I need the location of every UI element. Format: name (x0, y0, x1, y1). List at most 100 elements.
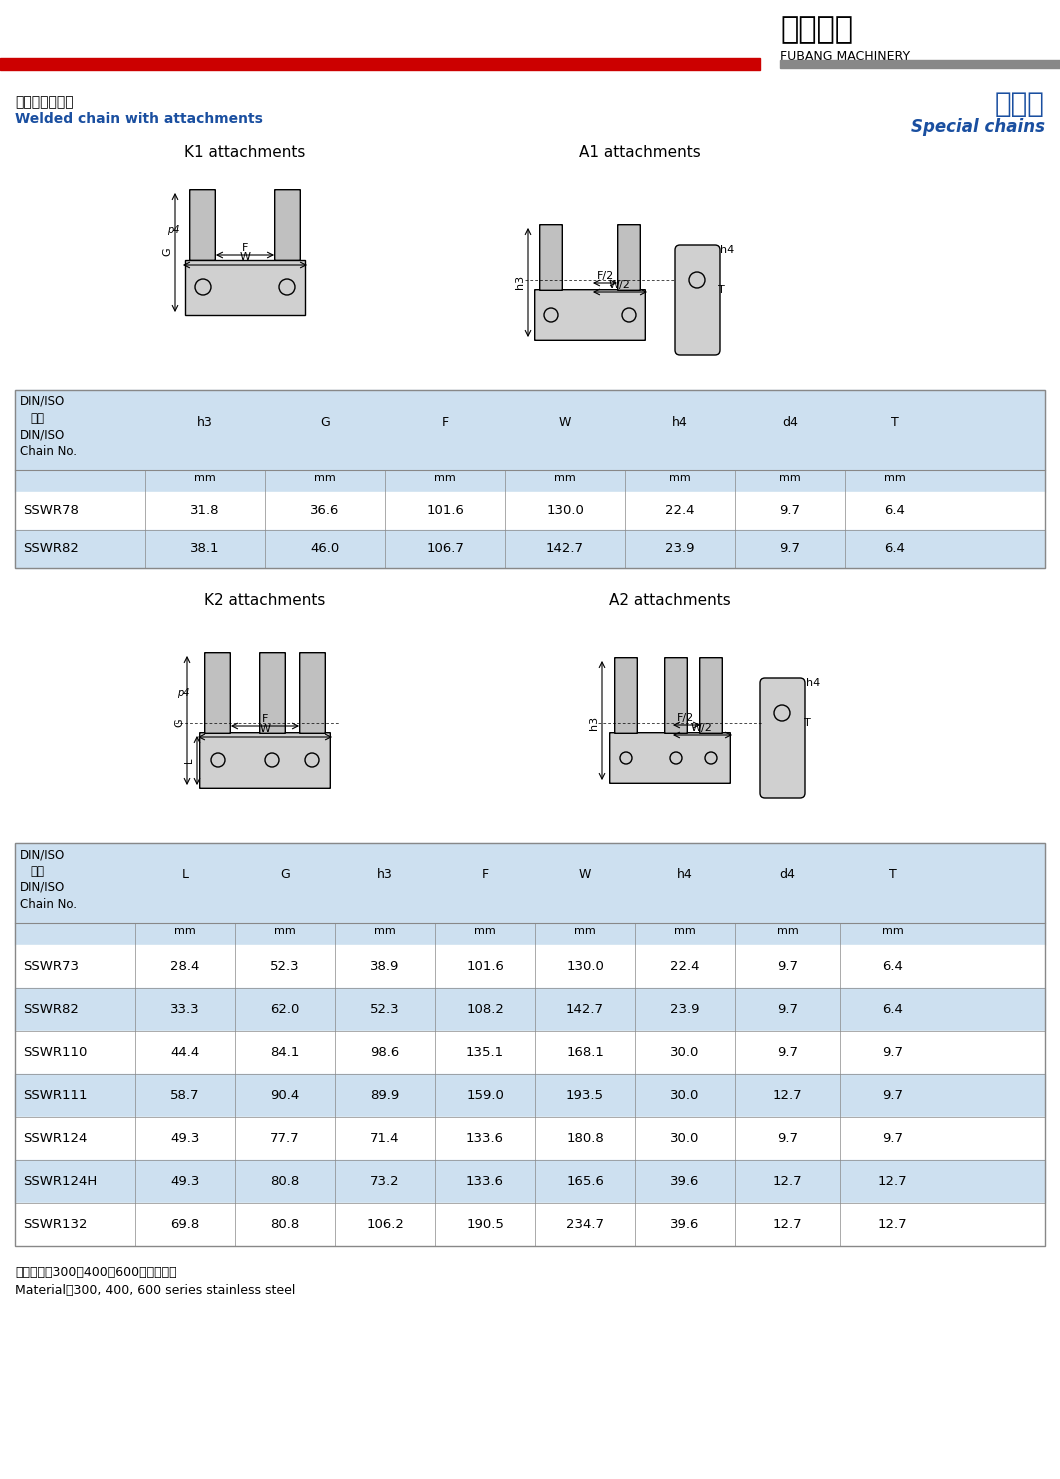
Text: SSWR124H: SSWR124H (23, 1174, 98, 1188)
Text: mm: mm (174, 926, 196, 936)
Text: 142.7: 142.7 (546, 543, 584, 556)
Text: T: T (888, 868, 897, 881)
Text: 12.7: 12.7 (773, 1174, 802, 1188)
Text: F: F (242, 243, 248, 253)
Text: mm: mm (554, 473, 576, 484)
Text: SSWR82: SSWR82 (23, 1003, 78, 1016)
Text: F/2: F/2 (597, 271, 614, 281)
Text: 9.7: 9.7 (882, 1089, 903, 1102)
Text: 23.9: 23.9 (670, 1003, 700, 1016)
Text: 180.8: 180.8 (566, 1131, 604, 1145)
FancyBboxPatch shape (665, 658, 687, 734)
Text: 9.7: 9.7 (777, 1003, 798, 1016)
Bar (780, 61, 1060, 68)
Text: DIN/ISO: DIN/ISO (20, 427, 66, 441)
Text: Chain No.: Chain No. (20, 445, 77, 458)
Text: 130.0: 130.0 (546, 504, 584, 518)
Text: 30.0: 30.0 (670, 1089, 700, 1102)
Text: 49.3: 49.3 (171, 1174, 199, 1188)
Text: W: W (260, 725, 270, 734)
Text: DIN/ISO: DIN/ISO (20, 395, 66, 408)
Text: 9.7: 9.7 (779, 543, 800, 556)
Text: h4: h4 (720, 246, 735, 254)
Text: 52.3: 52.3 (270, 960, 300, 973)
Text: 12.7: 12.7 (773, 1219, 802, 1231)
Text: 234.7: 234.7 (566, 1219, 604, 1231)
Text: 190.5: 190.5 (466, 1219, 503, 1231)
Text: mm: mm (314, 473, 336, 484)
Text: 链条材质：300、400、600系列不锈钢: 链条材质：300、400、600系列不锈钢 (15, 1266, 177, 1279)
Text: 89.9: 89.9 (370, 1089, 400, 1102)
Text: 链号: 链号 (30, 865, 45, 879)
Text: h4: h4 (806, 677, 820, 688)
Text: p4: p4 (177, 688, 190, 698)
Bar (0, 58, 760, 70)
Text: F: F (481, 868, 489, 881)
Text: 33.3: 33.3 (171, 1003, 200, 1016)
Text: 6.4: 6.4 (884, 543, 905, 556)
Text: 44.4: 44.4 (171, 1046, 199, 1059)
Text: 58.7: 58.7 (171, 1089, 199, 1102)
Text: 39.6: 39.6 (670, 1174, 700, 1188)
Text: 38.9: 38.9 (370, 960, 400, 973)
Bar (15, 988, 1045, 1031)
Text: W: W (559, 416, 571, 429)
Text: W/2: W/2 (610, 280, 631, 290)
Text: SSWR78: SSWR78 (23, 504, 78, 518)
Text: h3: h3 (377, 868, 393, 881)
Text: DIN/ISO: DIN/ISO (20, 881, 66, 893)
Text: A1 attachments: A1 attachments (579, 145, 701, 160)
Text: Material：300, 400, 600 series stainless steel: Material：300, 400, 600 series stainless … (15, 1284, 296, 1297)
Text: L: L (181, 868, 189, 881)
FancyBboxPatch shape (618, 225, 640, 290)
Text: mm: mm (474, 926, 496, 936)
Text: 101.6: 101.6 (466, 960, 503, 973)
FancyBboxPatch shape (760, 677, 805, 799)
Text: 12.7: 12.7 (773, 1089, 802, 1102)
Text: T: T (718, 285, 725, 294)
Text: 9.7: 9.7 (777, 1131, 798, 1145)
Text: 9.7: 9.7 (779, 504, 800, 518)
Bar (15, 470, 1045, 493)
Text: 130.0: 130.0 (566, 960, 604, 973)
Text: 71.4: 71.4 (370, 1131, 400, 1145)
Text: 9.7: 9.7 (777, 1046, 798, 1059)
FancyBboxPatch shape (186, 260, 305, 315)
Text: mm: mm (882, 926, 903, 936)
Text: 6.4: 6.4 (884, 504, 905, 518)
Text: 133.6: 133.6 (466, 1131, 503, 1145)
Text: h4: h4 (677, 868, 693, 881)
FancyBboxPatch shape (275, 189, 300, 260)
Text: 84.1: 84.1 (270, 1046, 300, 1059)
Text: Special chains: Special chains (911, 118, 1045, 136)
Text: 142.7: 142.7 (566, 1003, 604, 1016)
Text: A2 attachments: A2 attachments (610, 593, 731, 608)
Text: h4: h4 (672, 416, 688, 429)
Text: mm: mm (575, 926, 596, 936)
Text: 108.2: 108.2 (466, 1003, 503, 1016)
Text: W: W (240, 251, 250, 262)
Text: 52.3: 52.3 (370, 1003, 400, 1016)
FancyBboxPatch shape (540, 225, 562, 290)
Text: 9.7: 9.7 (882, 1131, 903, 1145)
Bar (15, 529, 1045, 568)
Text: Welded chain with attachments: Welded chain with attachments (15, 112, 263, 126)
Text: FUBANG MACHINERY: FUBANG MACHINERY (780, 50, 911, 64)
Text: mm: mm (674, 926, 695, 936)
Text: SSWR124: SSWR124 (23, 1131, 87, 1145)
Text: L: L (184, 757, 194, 763)
Text: d4: d4 (782, 416, 798, 429)
Bar (15, 1202, 1045, 1245)
Text: mm: mm (374, 926, 395, 936)
Text: SSWR110: SSWR110 (23, 1046, 87, 1059)
Bar (15, 1117, 1045, 1160)
Text: G: G (280, 868, 289, 881)
Text: 12.7: 12.7 (878, 1219, 907, 1231)
Text: F: F (262, 714, 268, 725)
Text: 12.7: 12.7 (878, 1174, 907, 1188)
Text: G: G (174, 719, 184, 728)
Text: W/2: W/2 (691, 723, 713, 734)
Text: p4: p4 (166, 225, 179, 235)
Bar (15, 843, 1045, 1245)
FancyBboxPatch shape (675, 246, 720, 355)
